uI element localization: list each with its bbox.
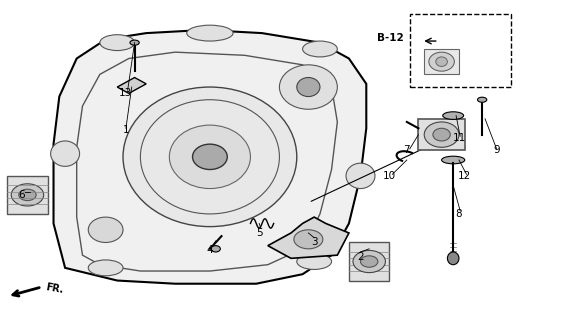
Text: 1: 1 <box>123 125 129 135</box>
Text: 6: 6 <box>19 190 25 200</box>
Bar <box>349 243 389 281</box>
Ellipse shape <box>11 184 44 206</box>
Text: 10: 10 <box>383 171 396 181</box>
Ellipse shape <box>169 125 250 188</box>
Ellipse shape <box>424 122 459 147</box>
Text: 13: 13 <box>119 88 133 98</box>
Text: 4: 4 <box>207 245 213 255</box>
Ellipse shape <box>19 189 36 201</box>
Text: FR.: FR. <box>45 282 64 295</box>
Ellipse shape <box>303 41 338 57</box>
Ellipse shape <box>88 217 123 243</box>
Text: 7: 7 <box>403 146 410 156</box>
Bar <box>424 49 459 74</box>
Ellipse shape <box>123 87 297 227</box>
Text: B-12: B-12 <box>377 33 404 43</box>
Ellipse shape <box>433 128 450 141</box>
Text: 9: 9 <box>494 146 500 156</box>
Ellipse shape <box>429 52 455 71</box>
Text: 12: 12 <box>458 171 471 181</box>
Text: 8: 8 <box>456 209 462 219</box>
FancyBboxPatch shape <box>410 14 511 87</box>
Ellipse shape <box>297 77 320 97</box>
Ellipse shape <box>211 246 221 252</box>
Polygon shape <box>54 30 366 284</box>
Ellipse shape <box>51 141 80 166</box>
Text: 3: 3 <box>311 237 318 247</box>
Ellipse shape <box>346 163 375 188</box>
Ellipse shape <box>297 253 332 269</box>
Ellipse shape <box>448 252 459 265</box>
Ellipse shape <box>360 256 378 267</box>
Bar <box>418 119 465 150</box>
Ellipse shape <box>477 97 487 102</box>
Ellipse shape <box>294 230 323 249</box>
Polygon shape <box>268 217 349 258</box>
Ellipse shape <box>279 65 338 109</box>
Polygon shape <box>117 77 146 93</box>
Ellipse shape <box>353 251 385 273</box>
Ellipse shape <box>88 260 123 276</box>
Text: 2: 2 <box>357 252 364 262</box>
Ellipse shape <box>100 35 134 51</box>
Bar <box>7 176 48 214</box>
Ellipse shape <box>130 40 139 45</box>
Ellipse shape <box>442 156 465 164</box>
Ellipse shape <box>193 144 228 170</box>
Text: 5: 5 <box>256 228 262 238</box>
Ellipse shape <box>443 112 464 119</box>
Text: 11: 11 <box>452 133 466 143</box>
Ellipse shape <box>436 57 448 67</box>
Ellipse shape <box>187 25 233 41</box>
